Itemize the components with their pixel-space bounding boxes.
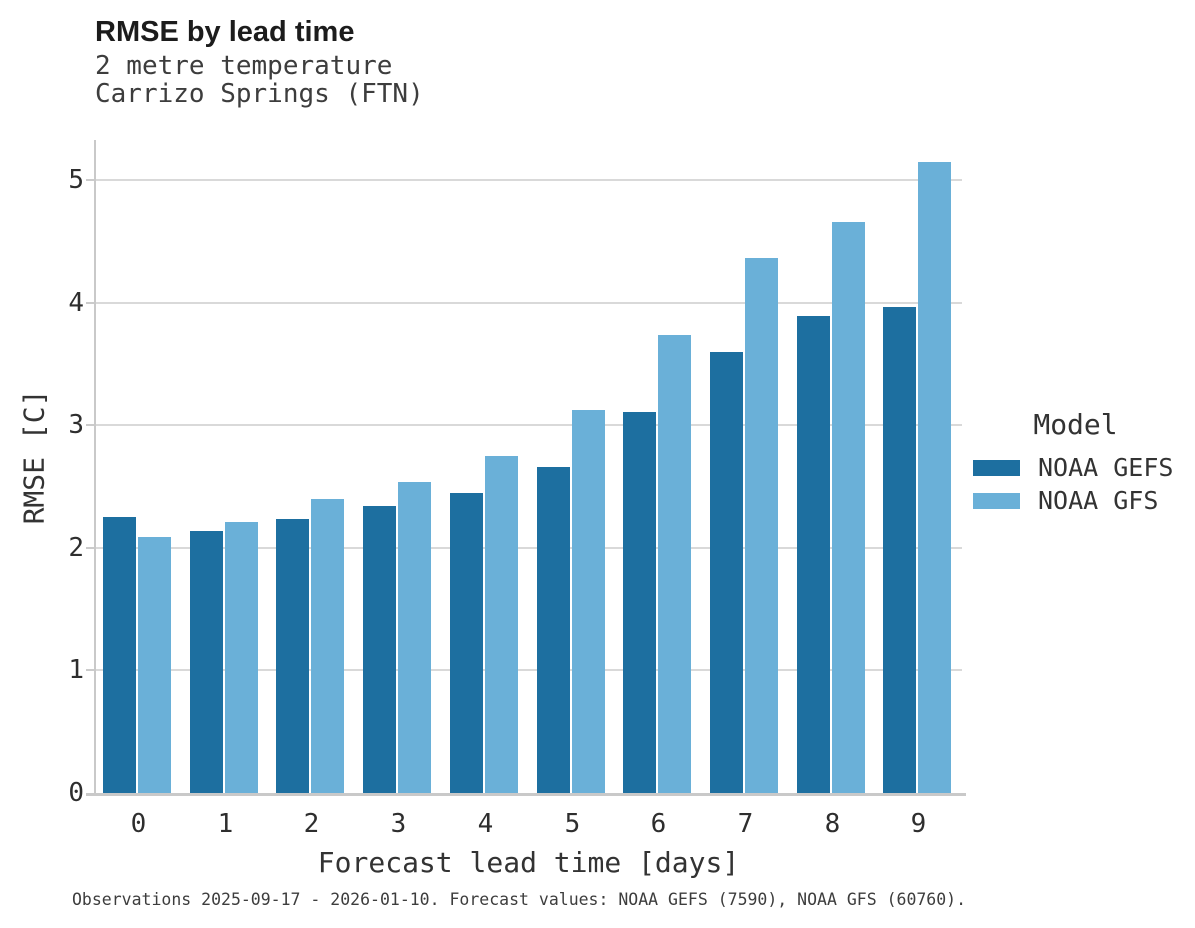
bar-noaa-gfs: [485, 456, 518, 793]
y-tick-label: 4: [68, 287, 84, 318]
x-tick-label: 8: [824, 809, 841, 839]
legend-label: NOAA GFS: [1038, 486, 1159, 515]
chart-subtitle-line-1: 2 metre temperature: [95, 51, 393, 81]
bar-noaa-gefs: [103, 517, 136, 793]
bar-noaa-gefs: [797, 316, 830, 793]
bar-noaa-gfs: [745, 258, 778, 793]
x-tick-label: 2: [303, 809, 320, 839]
bar-noaa-gfs: [311, 499, 344, 793]
gridline: [95, 179, 962, 182]
x-tick-label: 3: [390, 809, 407, 839]
x-tick-label: 1: [217, 809, 234, 839]
bar-noaa-gefs: [710, 352, 743, 793]
chart-subtitle-line-2: Carrizo Springs (FTN): [95, 79, 424, 109]
bar-noaa-gfs: [918, 162, 951, 793]
y-tick-mark: [86, 301, 95, 304]
y-tick-mark: [86, 424, 95, 427]
gridline: [95, 546, 962, 549]
bar-noaa-gfs: [658, 335, 691, 793]
legend-swatch: [973, 459, 1020, 476]
x-axis-spine: [86, 793, 966, 796]
legend-swatch: [973, 492, 1020, 509]
bar-noaa-gfs: [398, 482, 431, 793]
chart-title: RMSE by lead time: [95, 16, 355, 48]
bar-noaa-gfs: [832, 222, 865, 793]
bar-noaa-gefs: [883, 307, 916, 793]
gridline: [95, 301, 962, 304]
gridline: [95, 424, 962, 427]
chart-subtitle: 2 metre temperature Carrizo Springs (FTN): [95, 52, 424, 108]
gridline: [95, 669, 962, 672]
legend-entries: NOAA GEFS NOAA GFS: [973, 451, 1188, 517]
y-tick-mark: [86, 546, 95, 549]
bar-noaa-gfs: [225, 522, 258, 793]
x-tick-label: 9: [910, 809, 927, 839]
y-tick-label: 3: [68, 410, 84, 441]
x-tick-label: 7: [737, 809, 754, 839]
y-tick-mark: [86, 669, 95, 672]
bar-noaa-gefs: [450, 493, 483, 793]
bar-noaa-gefs: [276, 519, 309, 793]
legend-label: NOAA GEFS: [1038, 453, 1174, 482]
y-tick-label: 1: [68, 655, 84, 686]
legend-title: Model: [1033, 408, 1118, 441]
x-tick-label: 4: [477, 809, 494, 839]
y-tick-label: 0: [68, 778, 84, 808]
x-tick-label: 0: [130, 809, 147, 839]
bar-noaa-gfs: [572, 410, 605, 793]
y-tick-label: 5: [68, 165, 84, 196]
y-axis-spine: [94, 140, 96, 796]
bar-noaa-gefs: [363, 506, 396, 793]
y-tick-label: 2: [68, 532, 84, 563]
bar-noaa-gefs: [537, 467, 570, 793]
x-axis-title: Forecast lead time [days]: [317, 846, 740, 879]
legend-entry: NOAA GEFS: [973, 451, 1188, 484]
bar-noaa-gfs: [138, 537, 171, 793]
footer-note: Observations 2025-09-17 - 2026-01-10. Fo…: [72, 890, 967, 909]
legend-entry: NOAA GFS: [973, 484, 1188, 517]
bar-noaa-gefs: [190, 531, 223, 793]
bar-noaa-gefs: [623, 412, 656, 793]
y-tick-mark: [86, 179, 95, 182]
legend: Model NOAA GEFS NOAA GFS: [973, 408, 1188, 517]
x-tick-label: 6: [650, 809, 667, 839]
x-tick-label: 5: [564, 809, 581, 839]
